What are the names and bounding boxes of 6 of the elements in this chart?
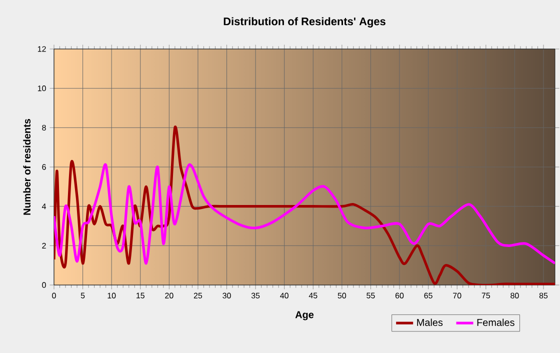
legend-label: Males: [417, 318, 443, 326]
x-axis-title: Age: [295, 311, 314, 320]
line-series: [54, 164, 556, 265]
legend-label: Females: [477, 318, 514, 326]
y-axis-title: Number of residents: [23, 118, 31, 215]
chart-title: Distribution of Residents' Ages: [224, 17, 386, 28]
